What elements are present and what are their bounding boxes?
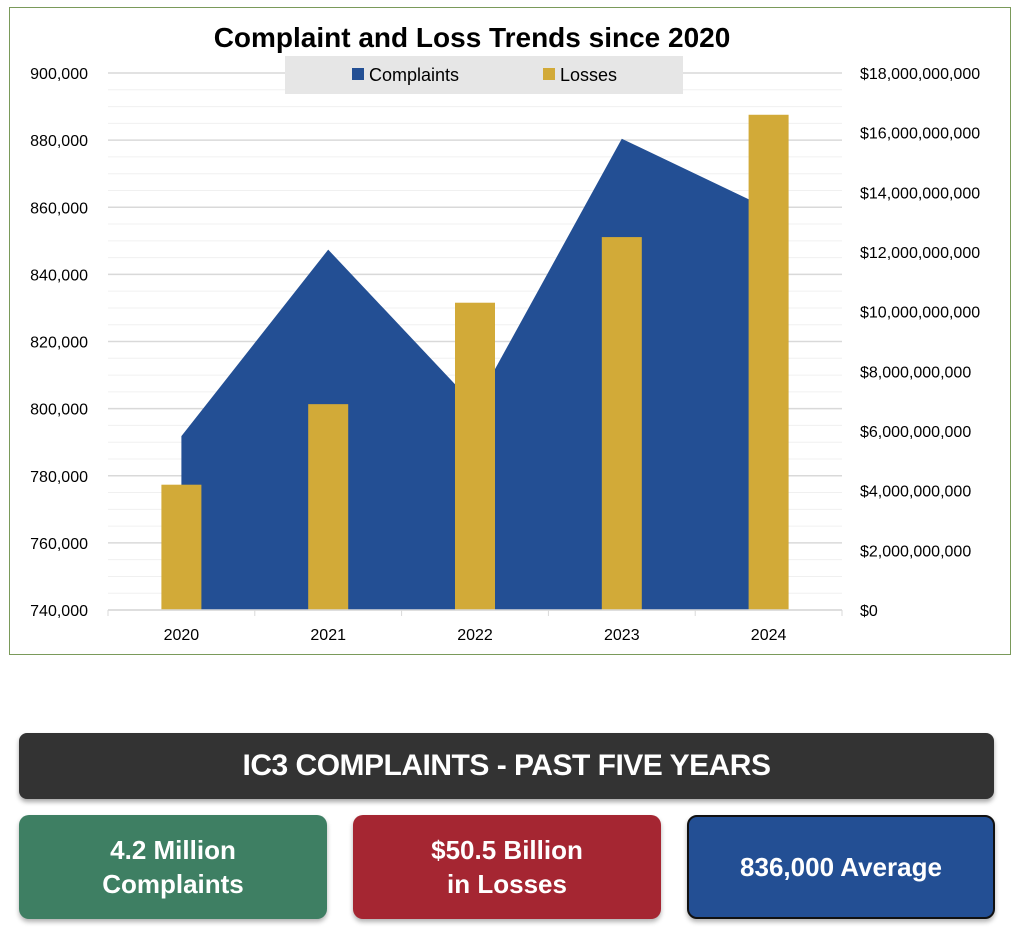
left-axis-tick-label: 760,000 (30, 536, 88, 553)
losses-bar-2022 (455, 302, 495, 610)
left-axis-tick-label: 780,000 (30, 469, 88, 486)
legend: Complaints Losses (285, 56, 683, 94)
right-axis-tick-label: $12,000,000,000 (860, 245, 980, 262)
x-axis-tick-label: 2023 (604, 627, 640, 644)
left-axis-tick-label: 800,000 (30, 402, 88, 419)
x-axis-tick-label: 2021 (310, 627, 346, 644)
total-complaints-card: 4.2 Million Complaints (19, 815, 327, 919)
right-axis-tick-label: $4,000,000,000 (860, 484, 971, 501)
right-axis-tick-label: $18,000,000,000 (860, 66, 980, 83)
losses-bar-2021 (308, 404, 349, 610)
card-line: Complaints (102, 869, 244, 899)
left-axis-tick-label: 880,000 (30, 133, 88, 150)
left-axis-tick-label: 820,000 (30, 335, 88, 352)
summary-banner: IC3 COMPLAINTS - PAST FIVE YEARS (19, 733, 994, 799)
chart-title: Complaint and Loss Trends since 2020 (214, 22, 731, 53)
losses-bar-2023 (601, 237, 642, 611)
losses-bar-2024 (748, 114, 789, 611)
right-axis-tick-label: $0 (860, 603, 878, 620)
x-axis-tick-label: 2020 (164, 627, 200, 644)
right-axis-tick-label: $16,000,000,000 (860, 126, 980, 143)
x-axis-tick-label: 2022 (457, 627, 493, 644)
legend-label-complaints: Complaints (369, 65, 459, 85)
legend-swatch-complaints (352, 68, 364, 80)
right-axis-tick-label: $8,000,000,000 (860, 364, 971, 381)
total-losses-card: $50.5 Billion in Losses (353, 815, 661, 919)
legend-swatch-losses (543, 68, 555, 80)
left-axis-tick-label: 900,000 (30, 66, 88, 83)
average-complaints-card: 836,000 Average (687, 815, 995, 919)
legend-label-losses: Losses (560, 65, 617, 85)
right-axis-tick-label: $2,000,000,000 (860, 543, 971, 560)
combo-chart: Complaint and Loss Trends since 2020 740… (30, 22, 980, 644)
losses-bar-2020 (161, 484, 202, 610)
right-axis-tick-label: $14,000,000,000 (860, 185, 980, 202)
left-axis-tick-label: 860,000 (30, 200, 88, 217)
left-axis-tick-label: 740,000 (30, 603, 88, 620)
card-line: 4.2 Million (110, 835, 236, 865)
card-line: in Losses (447, 869, 567, 899)
right-axis-tick-label: $10,000,000,000 (860, 305, 980, 322)
left-axis-tick-label: 840,000 (30, 267, 88, 284)
right-axis-tick-label: $6,000,000,000 (860, 424, 971, 441)
card-line: $50.5 Billion (431, 835, 583, 865)
card-line: 836,000 Average (740, 852, 942, 882)
x-axis-tick-label: 2024 (751, 627, 787, 644)
